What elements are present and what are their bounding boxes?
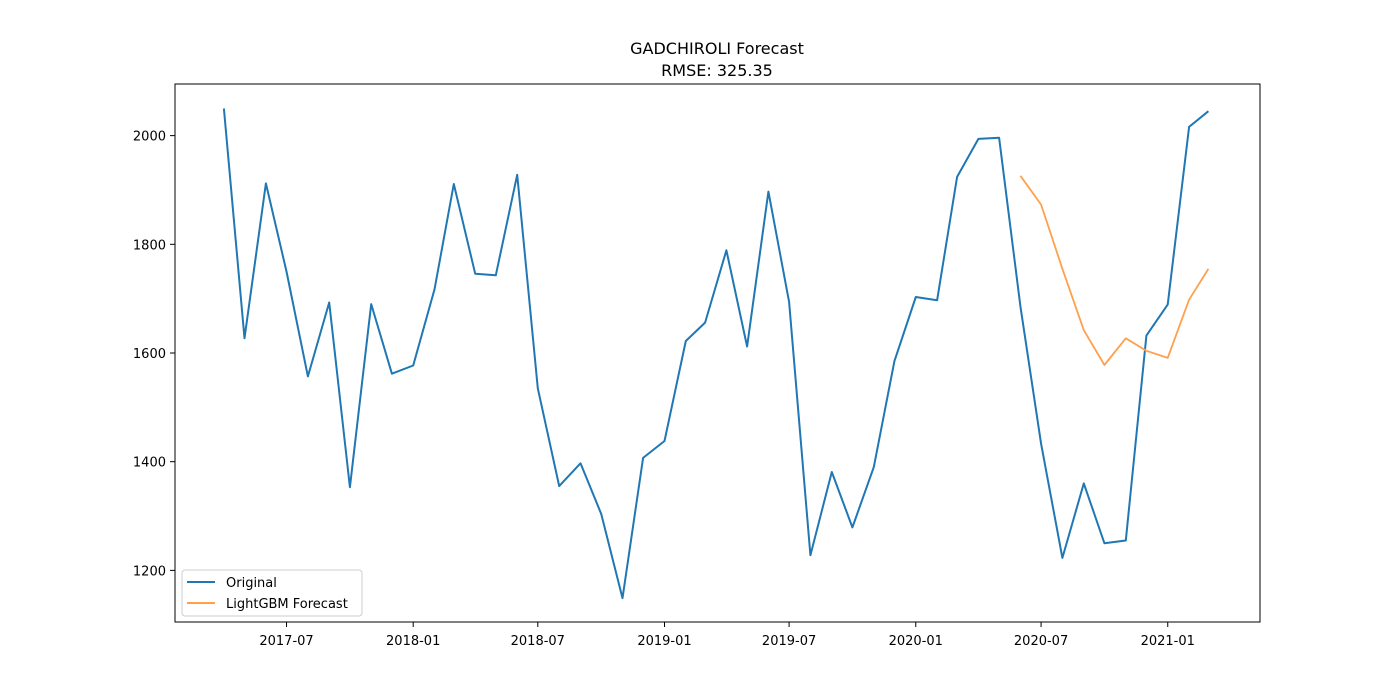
series-layer xyxy=(222,108,1210,600)
y-tick-label: 1200 xyxy=(133,564,166,579)
x-tick-label: 2019-07 xyxy=(762,634,816,649)
y-tick-label: 2000 xyxy=(133,130,166,145)
legend: Original LightGBM Forecast xyxy=(181,569,363,617)
y-tick-label: 1800 xyxy=(133,238,166,253)
x-tick-label: 2020-01 xyxy=(889,634,943,649)
x-axis: 2017-07 2018-01 2018-07 2019-01 2019-07 2020-… xyxy=(259,622,1195,649)
series-line-1 xyxy=(1019,175,1210,366)
chart-title: GADCHIROLI Forecast xyxy=(630,39,804,58)
series-line-0 xyxy=(222,108,1210,600)
legend-box xyxy=(181,569,363,617)
legend-label-1: LightGBM Forecast xyxy=(226,597,348,612)
x-tick-label: 2019-01 xyxy=(637,634,691,649)
x-tick-label: 2021-01 xyxy=(1141,634,1195,649)
legend-label-0: Original xyxy=(226,576,277,591)
x-tick-label: 2020-07 xyxy=(1014,634,1068,649)
x-tick-label: 2018-07 xyxy=(511,634,565,649)
y-axis: 1200 1400 1600 1800 2000 xyxy=(133,130,175,579)
y-tick-label: 1400 xyxy=(133,456,166,471)
x-tick-label: 2018-01 xyxy=(386,634,440,649)
y-tick-label: 1600 xyxy=(133,347,166,362)
chart-subtitle: RMSE: 325.35 xyxy=(661,61,773,80)
x-tick-label: 2017-07 xyxy=(259,634,313,649)
